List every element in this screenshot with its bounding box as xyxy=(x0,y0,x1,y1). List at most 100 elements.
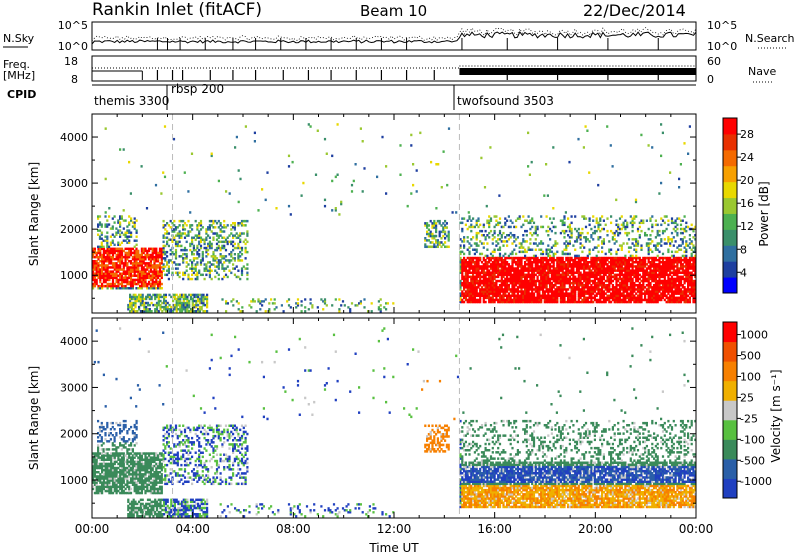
range-gate-cell xyxy=(223,276,225,278)
range-gate-cell xyxy=(626,242,628,244)
range-gate-cell xyxy=(468,242,470,244)
range-gate-cell xyxy=(191,263,193,265)
range-gate-cell xyxy=(556,251,558,253)
range-gate-cell xyxy=(448,246,450,249)
range-gate-cell xyxy=(200,222,202,224)
range-gate-cell xyxy=(232,241,234,243)
range-gate-cell xyxy=(590,234,592,236)
range-gate-cell xyxy=(250,306,252,308)
range-gate-cell xyxy=(562,251,564,253)
range-gate-cell xyxy=(467,228,469,230)
range-gate-cell xyxy=(596,255,598,257)
range-gate-cell xyxy=(444,237,446,240)
range-gate-cell xyxy=(619,217,621,219)
range-gate-cell xyxy=(554,226,556,228)
range-gate-cell xyxy=(180,237,182,239)
range-gate-cell xyxy=(180,234,182,236)
range-gate-cell xyxy=(205,265,207,267)
range-gate-cell xyxy=(301,304,303,306)
range-gate-cell xyxy=(188,300,190,302)
range-gate-cell xyxy=(689,234,691,236)
range-gate-cell xyxy=(94,285,96,287)
range-gate-cell xyxy=(117,285,119,287)
range-gate-cell xyxy=(198,253,200,255)
range-gate-cell xyxy=(259,308,261,310)
noise-right-tick-top: 10^5 xyxy=(707,19,737,32)
range-gate-cell xyxy=(520,242,522,244)
range-gate-cell xyxy=(123,268,125,270)
range-gate-cell xyxy=(239,234,241,236)
range-gate-cell xyxy=(130,285,132,287)
range-gate-cell xyxy=(657,244,659,246)
range-gate-cell xyxy=(241,222,243,224)
range-gate-cell xyxy=(225,310,227,312)
range-gate-cell xyxy=(549,255,551,257)
range-gate-cell xyxy=(606,230,608,232)
range-gate-cell xyxy=(230,232,232,234)
range-gate-cell xyxy=(680,244,682,246)
range-gate-cell xyxy=(477,220,479,222)
range-gate-cell xyxy=(246,241,248,243)
range-gate-cell xyxy=(132,285,134,287)
range-gate-cell xyxy=(511,242,513,244)
range-gate-cell xyxy=(578,255,580,257)
range-gate-cell xyxy=(649,238,651,240)
range-gate-cell xyxy=(563,215,565,217)
range-gate-cell xyxy=(515,244,517,246)
range-gate-cell xyxy=(524,249,526,251)
range-gate-cell xyxy=(535,249,537,251)
range-gate-cell xyxy=(99,215,101,217)
range-gate-cell xyxy=(173,237,175,239)
range-gate-cell xyxy=(110,242,112,244)
range-gate-cell xyxy=(179,241,181,243)
range-gate-cell xyxy=(528,246,530,248)
range-gate-cell xyxy=(537,234,539,236)
range-gate-cell xyxy=(245,224,247,226)
range-gate-cell xyxy=(676,232,678,234)
range-gate-cell xyxy=(574,215,576,217)
range-gate-cell xyxy=(589,224,591,226)
range-gate-cell xyxy=(204,243,206,245)
range-gate-cell xyxy=(184,232,186,234)
range-gate-cell xyxy=(206,300,208,302)
range-gate-cell xyxy=(241,272,243,274)
range-gate-cell xyxy=(569,240,571,242)
range-gate-cell xyxy=(637,228,639,230)
range-gate-cell xyxy=(146,268,148,270)
range-gate-cell xyxy=(165,294,167,296)
range-gate-cell xyxy=(519,215,521,217)
range-gate-cell xyxy=(691,224,693,226)
range-gate-cell xyxy=(191,224,193,226)
range-gate-cell xyxy=(649,217,651,219)
range-gate-cell xyxy=(492,242,494,244)
range-gate-cell xyxy=(479,257,481,259)
range-gate-cell xyxy=(186,255,188,257)
range-gate-cell xyxy=(349,308,351,310)
range-gate-cell xyxy=(214,226,216,228)
range-gate-cell xyxy=(635,251,637,253)
range-gate-cell xyxy=(501,236,503,238)
range-gate-cell xyxy=(212,253,214,255)
range-gate-cell xyxy=(110,227,112,229)
range-gate-cell xyxy=(494,230,496,232)
range-gate-cell xyxy=(230,253,232,255)
range-gate-cell xyxy=(241,270,243,272)
range-gate-cell xyxy=(531,249,533,251)
range-gate-cell xyxy=(163,263,165,265)
range-gate-cell xyxy=(662,220,664,222)
range-gate-cell xyxy=(218,265,220,267)
range-gate-cell xyxy=(461,222,463,224)
range-gate-cell xyxy=(657,224,659,226)
range-gate-cell xyxy=(626,226,628,228)
range-gate-cell xyxy=(617,224,619,226)
range-gate-cell xyxy=(186,261,188,263)
range-gate-cell xyxy=(212,237,214,239)
range-gate-cell xyxy=(157,281,159,283)
range-gate-cell xyxy=(639,234,641,236)
range-gate-cell xyxy=(682,242,684,244)
range-gate-cell xyxy=(236,232,238,234)
range-gate-cell xyxy=(435,235,437,238)
range-gate-cell xyxy=(685,222,687,224)
range-gate-cell xyxy=(547,230,549,232)
range-gate-cell xyxy=(563,242,565,244)
